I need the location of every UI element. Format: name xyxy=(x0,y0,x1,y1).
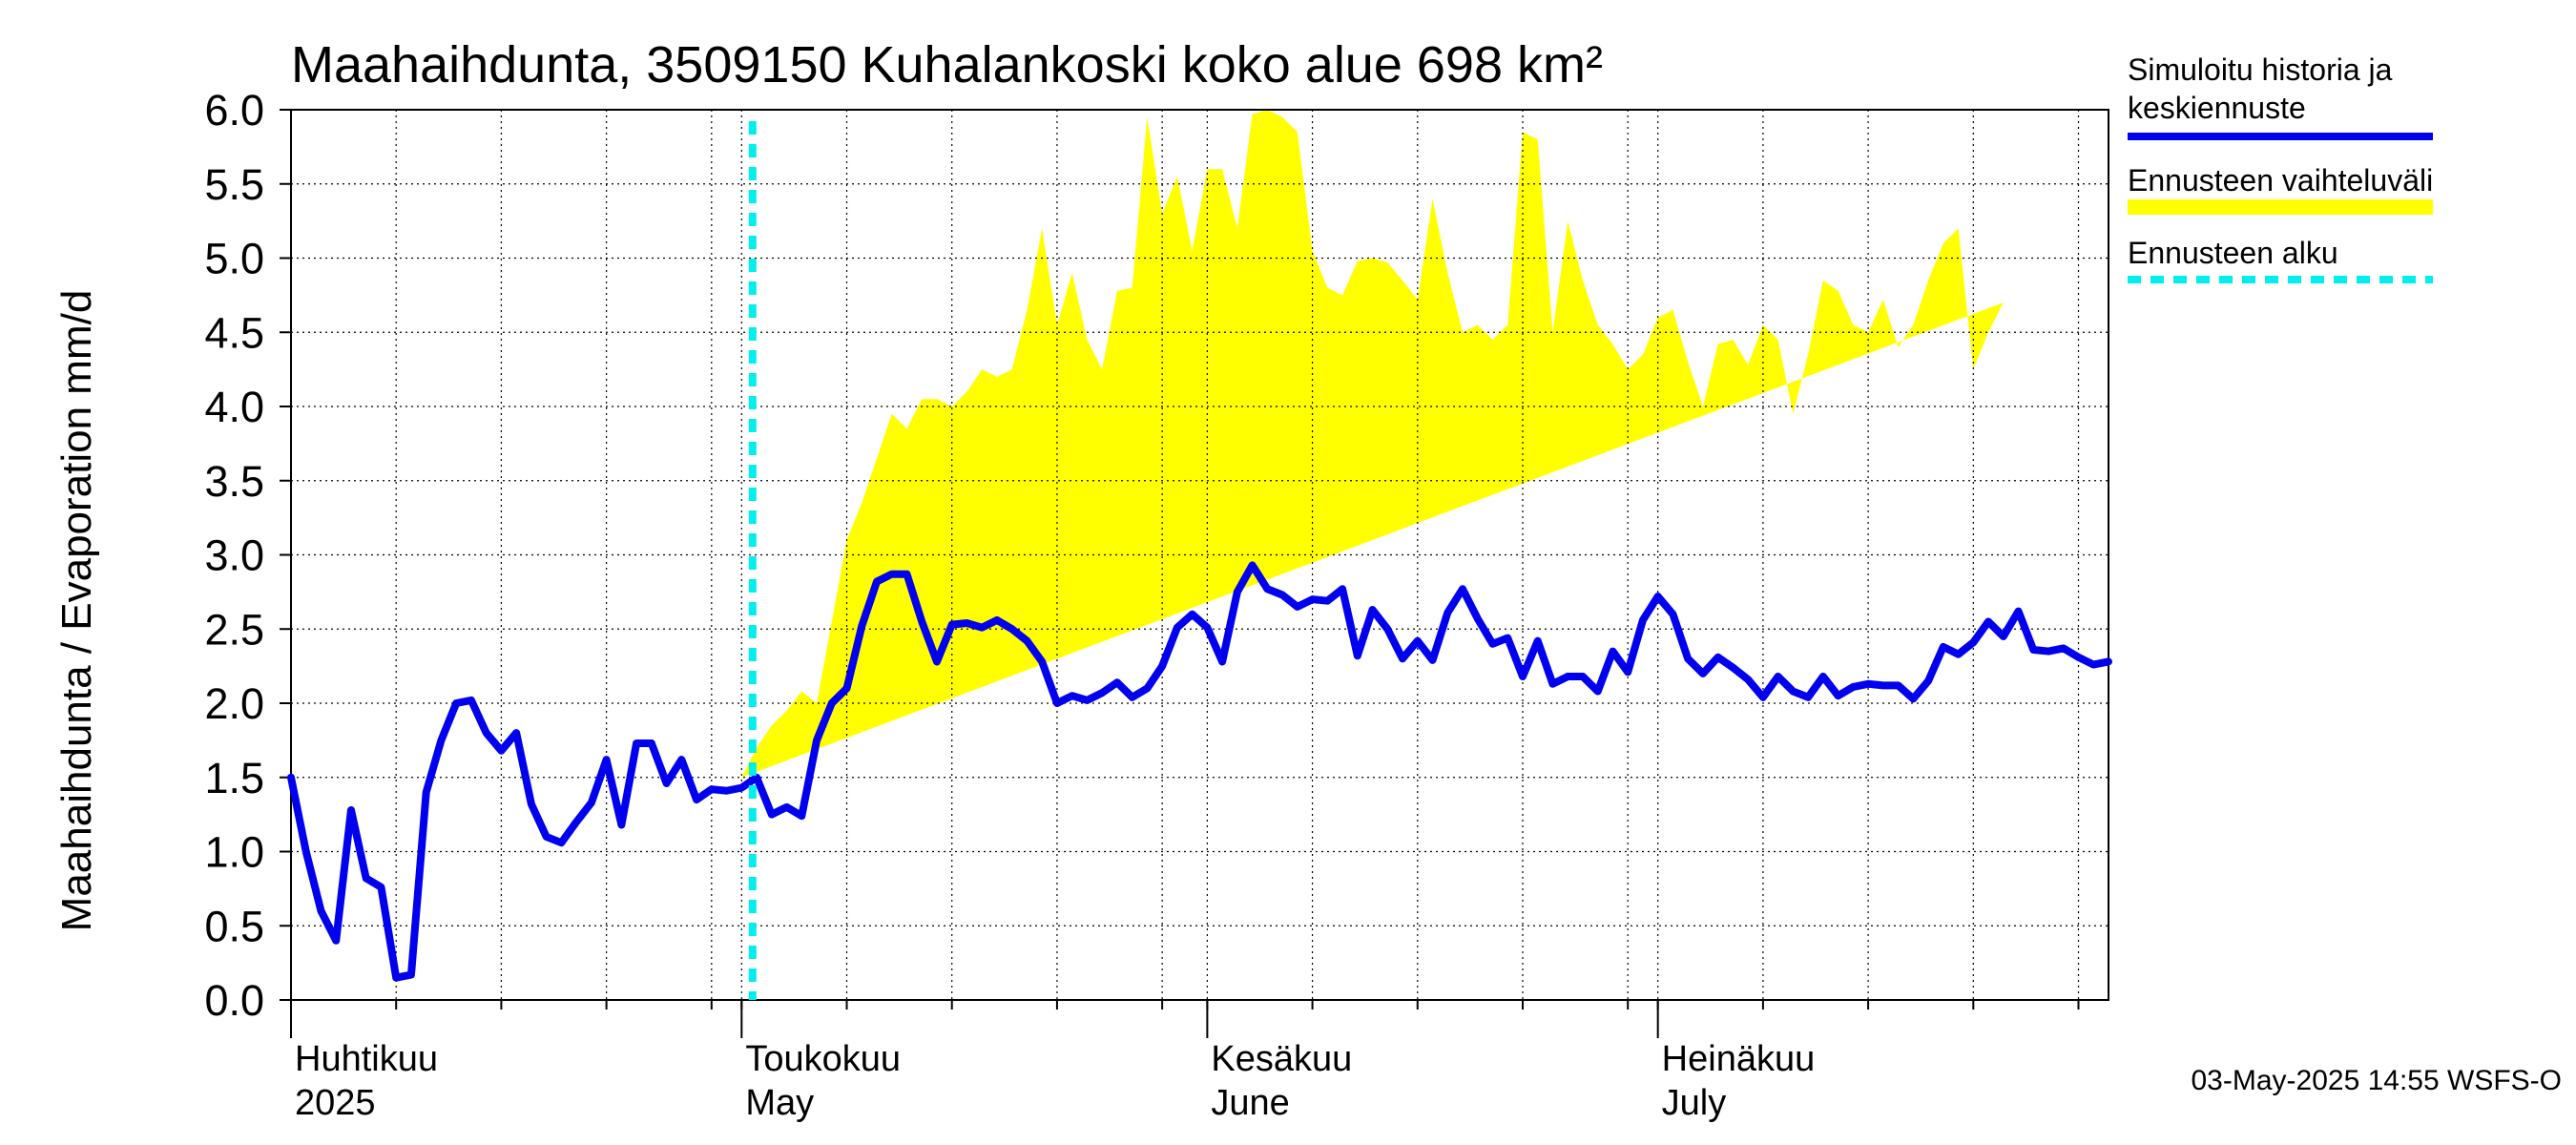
y-tick-label: 1.0 xyxy=(204,828,264,877)
y-tick-label: 5.5 xyxy=(204,160,264,209)
y-tick-label: 5.0 xyxy=(204,235,264,283)
y-tick-layer: 0.0 0.5 1.0 1.5 2.0 2.5 3.0 3.5 4.0 4.5 5.0 5.5 6.0 xyxy=(204,86,291,1025)
legend-label-forecast-start: Ennusteen alku xyxy=(2128,236,2338,270)
forecast-range-layer xyxy=(741,110,2004,778)
y-tick-label: 6.0 xyxy=(204,86,264,135)
y-tick-label: 3.0 xyxy=(204,531,264,580)
x-month-sublabel: July xyxy=(1662,1083,1727,1123)
y-tick-label: 4.0 xyxy=(204,383,264,431)
legend: Simuloitu historia ja keskiennuste Ennuste… xyxy=(2128,52,2433,283)
legend-label-history: Simuloitu historia ja xyxy=(2128,52,2393,87)
x-month-sublabel: May xyxy=(745,1083,814,1123)
history-line-layer xyxy=(287,561,2112,982)
y-tick-label: 3.5 xyxy=(204,457,264,506)
x-month-sublabel: 2025 xyxy=(295,1083,376,1123)
y-tick-label: 2.5 xyxy=(204,605,264,654)
x-month-label: Heinäkuu xyxy=(1662,1039,1816,1079)
y-tick-label: 0.0 xyxy=(204,976,264,1025)
legend-label-range: Ennusteen vaihteluväli xyxy=(2128,163,2433,198)
chart-title: Maahaihdunta, 3509150 Kuhalankoski koko … xyxy=(291,36,1603,94)
y-tick-label: 0.5 xyxy=(204,902,264,950)
x-month-label: Kesäkuu xyxy=(1211,1039,1352,1079)
legend-label-history-cont: keskiennuste xyxy=(2128,91,2306,125)
x-month-label: Huhtikuu xyxy=(295,1039,438,1079)
y-tick-label: 2.0 xyxy=(204,679,264,728)
y-tick-label: 4.5 xyxy=(204,308,264,357)
history-mean-line xyxy=(287,561,2112,982)
y-tick-label: 1.5 xyxy=(204,754,264,802)
x-month-label: Toukokuu xyxy=(745,1039,901,1079)
y-axis-label: Maahaihdunta / Evaporation mm/d xyxy=(53,290,100,932)
x-month-sublabel: June xyxy=(1211,1083,1289,1123)
footer-timestamp: 03-May-2025 14:55 WSFS-O xyxy=(2192,1065,2563,1096)
forecast-range-band xyxy=(741,110,2004,778)
